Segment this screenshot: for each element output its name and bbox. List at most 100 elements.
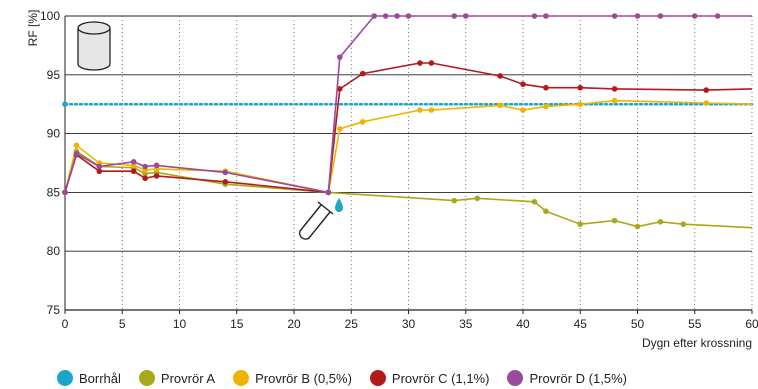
legend-item-provror-d: Provrör D (1,5%)	[507, 370, 627, 386]
x-tick-label: 60	[745, 317, 758, 331]
data-point	[577, 221, 584, 227]
data-point	[405, 13, 412, 19]
data-point	[142, 175, 148, 182]
data-point	[531, 13, 538, 19]
data-point	[222, 169, 229, 176]
data-point	[577, 84, 584, 91]
data-point	[611, 217, 618, 224]
data-point	[634, 223, 641, 230]
data-point	[359, 119, 366, 125]
legend-label: Provrör A	[160, 370, 216, 386]
data-point	[611, 13, 618, 19]
x-tick-label: 50	[631, 317, 645, 331]
y-axis-ticks: 75 80 85 90 95 100	[40, 9, 60, 317]
data-point	[62, 101, 68, 107]
series-line	[64, 149, 753, 229]
data-point	[62, 189, 68, 196]
test-tube-icon	[298, 201, 334, 240]
data-point	[543, 13, 549, 19]
data-point	[703, 100, 709, 106]
legend-label: Provrör D (1,5%)	[529, 370, 627, 386]
data-point	[657, 219, 664, 225]
data-point	[222, 179, 229, 185]
legend-swatch	[507, 370, 524, 386]
x-tick-label: 45	[574, 317, 588, 331]
series-3	[62, 60, 753, 196]
data-point	[657, 13, 664, 19]
data-point	[520, 81, 526, 88]
legend-label: Provrör B (0,5%)	[255, 370, 352, 386]
y-tick-label: 85	[47, 185, 61, 199]
data-point	[703, 87, 709, 93]
data-point	[382, 13, 389, 19]
y-tick-label: 75	[47, 303, 61, 317]
data-point	[462, 13, 469, 19]
legend-item-provror-a: Provrör A	[138, 370, 216, 386]
legend-label: Borrhål	[79, 370, 121, 386]
x-tick-label: 35	[459, 317, 473, 331]
data-point	[543, 103, 549, 110]
x-tick-label: 25	[345, 317, 359, 331]
grid-lines	[64, 15, 753, 311]
data-point	[153, 162, 160, 169]
data-point	[543, 208, 549, 215]
legend-item-provror-c: Provrör C (1,1%)	[369, 370, 490, 386]
data-point	[714, 13, 721, 19]
data-point	[96, 163, 103, 170]
y-tick-label: 90	[47, 127, 61, 141]
data-point	[96, 168, 103, 175]
series-1	[62, 148, 753, 230]
x-tick-label: 55	[688, 317, 702, 331]
data-point	[73, 142, 80, 149]
y-axis-title: RF [%]	[26, 10, 40, 47]
data-point	[451, 13, 458, 19]
x-axis-title: Dygn efter krossning	[642, 336, 752, 350]
data-point	[337, 54, 343, 60]
data-point	[394, 13, 400, 19]
data-point	[497, 73, 503, 79]
data-point	[611, 97, 618, 104]
series-line	[64, 99, 753, 194]
data-point	[153, 173, 160, 179]
data-point	[543, 84, 549, 91]
data-point	[634, 13, 641, 19]
data-point	[680, 221, 687, 227]
data-point	[451, 197, 458, 204]
data-point	[577, 101, 584, 107]
legend-item-provror-b: Provrör B (0,5%)	[233, 370, 352, 386]
data-point	[130, 168, 137, 175]
series-4	[62, 13, 752, 196]
y-tick-label: 80	[47, 244, 61, 258]
data-point	[73, 150, 80, 157]
line-chart: 75 80 85 90 95 100 0 5 10 15 20 25 30 35 40 45 50 55 60 R…	[26, 9, 758, 350]
data-point	[359, 70, 366, 77]
y-tick-label: 95	[47, 68, 61, 82]
x-tick-label: 20	[287, 317, 301, 331]
x-axis-ticks: 0 5 10 15 20 25 30 35 40 45 50 55 60	[62, 310, 758, 331]
data-point	[428, 60, 435, 66]
legend-label: Provrör C (1,1%)	[391, 370, 490, 386]
x-tick-label: 5	[119, 317, 126, 331]
legend-item-borrhal: Borrhål	[57, 370, 121, 386]
legend-swatch	[138, 370, 155, 386]
data-point	[531, 199, 538, 205]
data-point	[337, 126, 343, 132]
legend-swatch	[233, 370, 250, 386]
data-point	[520, 107, 526, 113]
legend-swatch	[369, 370, 386, 386]
data-point	[474, 195, 481, 202]
data-point	[417, 60, 423, 66]
data-point	[130, 159, 137, 165]
data-point	[497, 102, 503, 109]
data-point	[691, 13, 698, 19]
x-tick-label: 10	[173, 317, 187, 331]
data-point	[142, 163, 148, 170]
series-2	[62, 97, 753, 196]
data-point	[337, 86, 343, 92]
data-point	[371, 13, 377, 19]
x-tick-label: 30	[402, 317, 416, 331]
legend-swatch	[57, 370, 73, 386]
x-tick-label: 0	[62, 317, 69, 331]
legend: Borrhål Provrör A Provrör B (0,5%) Provr…	[57, 370, 645, 386]
water-drop-icon	[335, 198, 343, 212]
